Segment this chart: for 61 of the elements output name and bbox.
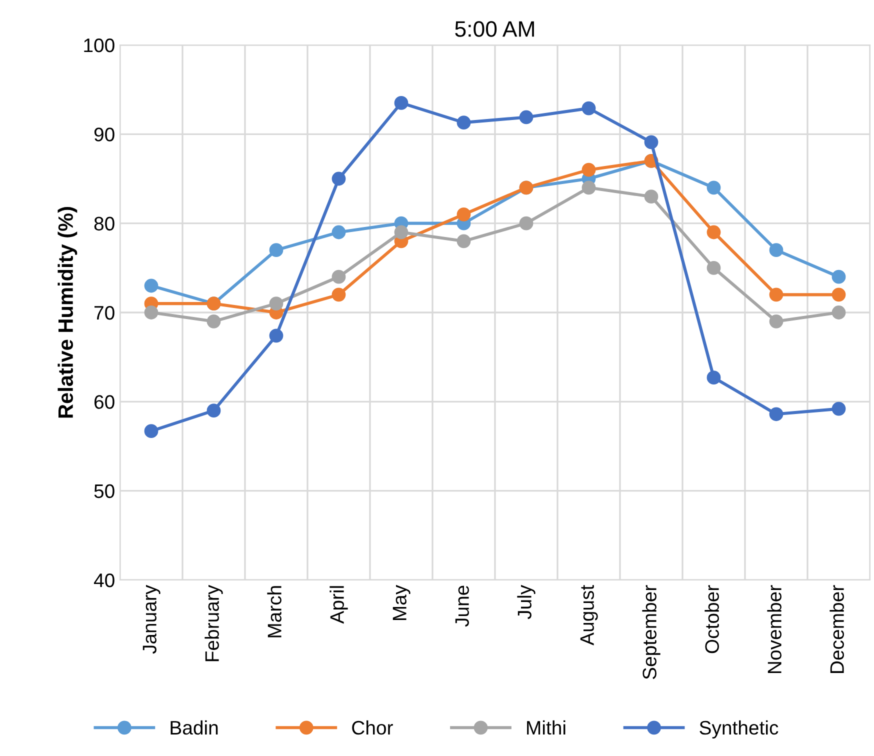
- point: [206, 404, 221, 418]
- x-tick-label: May: [392, 584, 410, 620]
- point: [519, 216, 534, 230]
- x-tick-label: January: [142, 584, 160, 654]
- point: [644, 135, 658, 150]
- x-tick-label: October: [704, 585, 719, 654]
- point: [332, 288, 346, 302]
- y-tick-label: 80: [94, 216, 114, 231]
- chart-title: 5:00 AM: [455, 21, 534, 37]
- point: [582, 162, 596, 177]
- y-tick-label: 40: [94, 573, 114, 588]
- point: [769, 314, 784, 328]
- x-tick-label: August: [580, 585, 598, 646]
- point: [706, 180, 721, 195]
- point: [456, 116, 471, 130]
- x-tick-label: March: [267, 586, 282, 638]
- point: [769, 243, 784, 258]
- y-axis-title: Relative Humidity (%): [58, 207, 78, 418]
- point: [269, 328, 284, 343]
- legend-label: Chor: [352, 720, 393, 735]
- point: [832, 402, 846, 416]
- point: [582, 101, 596, 116]
- point: [832, 288, 846, 302]
- point: [706, 370, 721, 385]
- point: [206, 314, 221, 328]
- point: [644, 190, 658, 204]
- point: [832, 270, 846, 284]
- x-tick-label: December: [830, 585, 844, 673]
- x-tick-label: November: [767, 585, 782, 673]
- x-tick-label: September: [642, 585, 660, 680]
- point: [519, 110, 534, 124]
- point: [832, 306, 846, 320]
- x-tick-label: February: [204, 584, 223, 662]
- point: [144, 424, 158, 438]
- x-tick-label: April: [330, 586, 348, 624]
- point: [394, 225, 408, 240]
- point: [332, 172, 346, 186]
- point: [144, 306, 158, 320]
- point: [582, 180, 596, 195]
- x-tick-label: July: [517, 584, 536, 620]
- point: [144, 278, 158, 293]
- y-tick-label: 60: [94, 395, 114, 409]
- y-tick-label: 90: [94, 128, 114, 142]
- point: [769, 407, 784, 422]
- point: [706, 225, 721, 240]
- legend-label: Badin: [170, 720, 218, 735]
- point: [769, 288, 784, 302]
- point: [332, 270, 346, 284]
- legend-label: Synthetic: [700, 720, 778, 738]
- point: [706, 260, 721, 275]
- x-tick-label: June: [455, 586, 469, 627]
- point: [269, 296, 284, 311]
- y-tick-label: 70: [94, 306, 114, 320]
- y-tick-label: 50: [94, 484, 114, 498]
- point: [269, 243, 284, 258]
- point: [456, 234, 471, 248]
- point: [456, 207, 471, 222]
- point: [332, 225, 346, 240]
- y-tick-label: 100: [84, 38, 114, 52]
- point: [394, 96, 408, 110]
- legend-label: Mithi: [527, 720, 566, 735]
